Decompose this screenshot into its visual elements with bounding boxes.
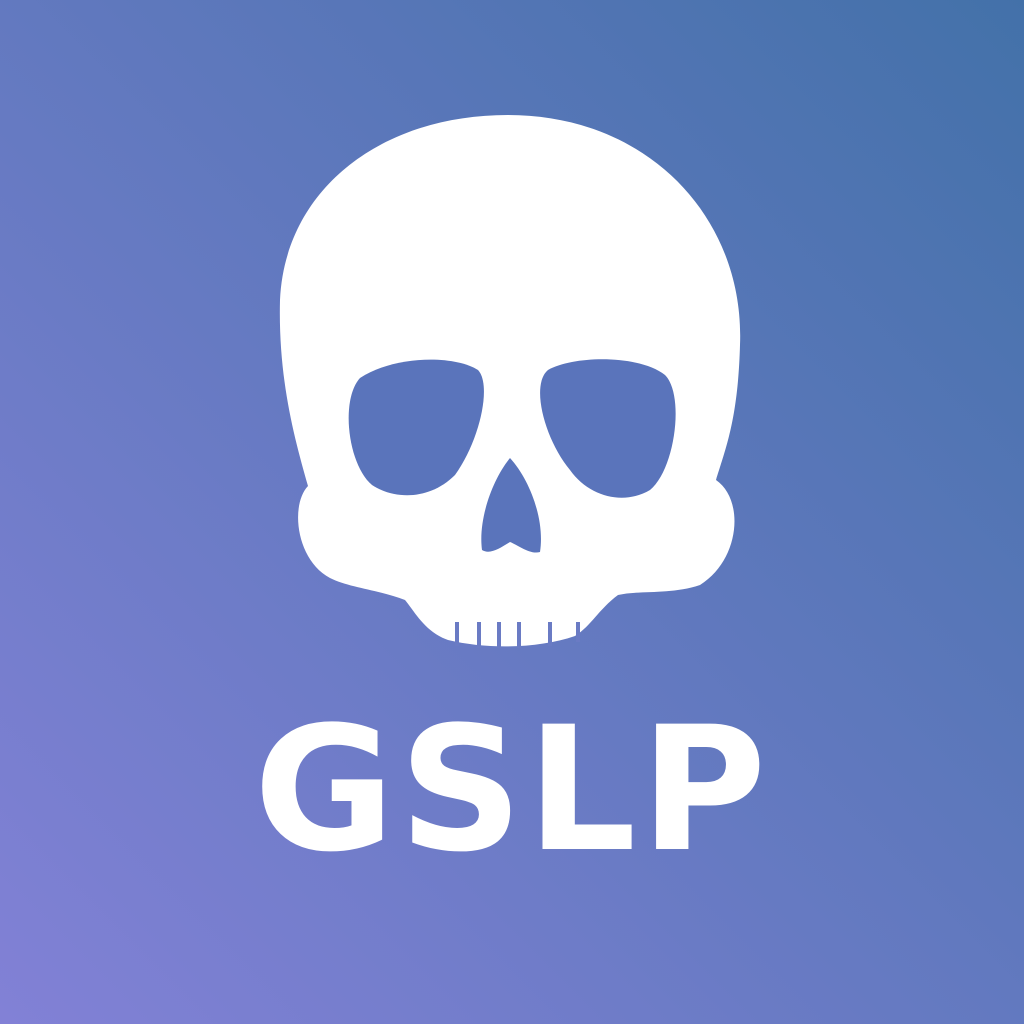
logo-wordmark: GSLP [253,689,771,890]
